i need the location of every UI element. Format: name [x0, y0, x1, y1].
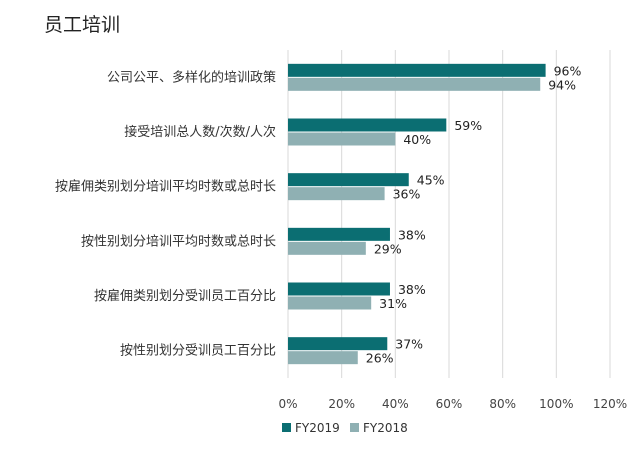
data-label: 26% — [366, 351, 394, 366]
bars — [288, 63, 546, 365]
page-title: 员工培训 — [44, 14, 121, 36]
x-tick-label: 40% — [382, 397, 409, 411]
category-label: 按雇佣类别划分受训员工百分比 — [94, 288, 276, 304]
legend-swatch — [350, 423, 359, 432]
x-tick-label: 20% — [328, 397, 355, 411]
data-label: 38% — [398, 227, 426, 242]
bar-fy2019 — [288, 227, 390, 241]
bar-fy2018 — [288, 351, 358, 365]
x-tick-label: 100% — [539, 397, 573, 411]
bar-fy2018 — [288, 296, 372, 310]
data-label: 45% — [417, 173, 445, 188]
bar-fy2018 — [288, 132, 396, 146]
bar-fy2019 — [288, 337, 388, 351]
legend: FY2019 FY2018 — [282, 421, 408, 435]
bar-fy2018 — [288, 77, 541, 91]
legend-swatch — [282, 423, 291, 432]
data-label: 31% — [379, 296, 407, 311]
data-label: 40% — [403, 132, 431, 147]
bar-fy2019 — [288, 173, 409, 187]
labels: 0% 20% 40% 60% 80% 100% 120% 公司公平、多样化的培训政策 96%94… — [55, 63, 627, 411]
data-label: 96% — [554, 63, 582, 78]
gridlines — [287, 50, 611, 378]
bar-fy2018 — [288, 187, 385, 201]
legend-label: FY2018 — [363, 421, 408, 435]
category-label: 按性别划分培训平均时数或总时长 — [81, 233, 276, 249]
bar-fy2019 — [288, 63, 546, 77]
category-label: 接受培训总人数/次数/人次 — [124, 124, 276, 140]
legend-label: FY2019 — [295, 421, 340, 435]
x-tick-label: 60% — [436, 397, 463, 411]
bar-fy2019 — [288, 118, 447, 132]
data-label: 29% — [374, 241, 402, 256]
x-tick-label: 0% — [278, 397, 297, 411]
data-label: 38% — [398, 282, 426, 297]
data-label: 59% — [454, 118, 482, 133]
data-label: 37% — [395, 337, 423, 352]
data-label: 36% — [393, 187, 421, 202]
category-label: 公司公平、多样化的培训政策 — [107, 69, 276, 85]
bar-fy2019 — [288, 282, 390, 296]
data-label: 94% — [548, 77, 576, 92]
category-label: 按性别划分受训员工百分比 — [120, 344, 276, 359]
x-tick-label: 120% — [593, 397, 627, 411]
bar-fy2018 — [288, 241, 366, 255]
x-tick-label: 80% — [489, 397, 516, 411]
category-label: 按雇佣类别划分培训平均时数或总时长 — [55, 179, 276, 195]
